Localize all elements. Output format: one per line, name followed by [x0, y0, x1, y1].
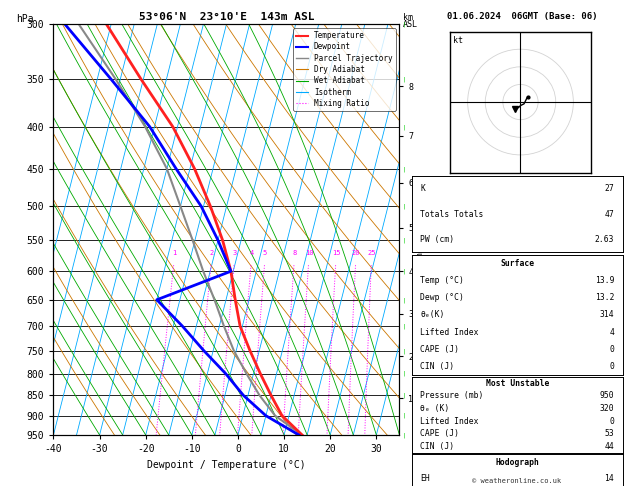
Text: |: |: [403, 297, 406, 302]
Text: 53: 53: [604, 429, 615, 438]
Text: Pressure (mb): Pressure (mb): [420, 391, 484, 400]
Text: © weatheronline.co.uk: © weatheronline.co.uk: [472, 478, 562, 484]
Text: CAPE (J): CAPE (J): [420, 345, 459, 354]
Text: 15: 15: [331, 250, 340, 256]
Text: |: |: [403, 124, 406, 130]
Text: PW (cm): PW (cm): [420, 235, 455, 243]
Text: CIN (J): CIN (J): [420, 362, 455, 371]
Text: |: |: [403, 238, 406, 243]
Text: |: |: [403, 76, 406, 82]
Text: |: |: [403, 432, 406, 438]
Title: 53°06'N  23°10'E  143m ASL: 53°06'N 23°10'E 143m ASL: [138, 12, 314, 22]
Text: 3: 3: [233, 250, 237, 256]
Text: Surface: Surface: [500, 259, 535, 268]
Text: 1: 1: [172, 250, 177, 256]
Text: kt: kt: [453, 36, 463, 45]
Text: |: |: [403, 166, 406, 172]
Text: 27: 27: [604, 185, 615, 193]
Text: km: km: [403, 14, 413, 22]
Text: θₑ (K): θₑ (K): [420, 404, 450, 413]
Text: 47: 47: [604, 209, 615, 219]
Text: 0: 0: [610, 362, 615, 371]
Text: 44: 44: [604, 442, 615, 451]
Text: |: |: [403, 393, 406, 398]
Text: Lifted Index: Lifted Index: [420, 417, 479, 426]
Text: 10: 10: [304, 250, 313, 256]
Y-axis label: Mixing Ratio (g/kg): Mixing Ratio (g/kg): [416, 182, 425, 277]
Text: |: |: [403, 413, 406, 418]
Text: 314: 314: [599, 311, 615, 319]
Text: |: |: [403, 21, 406, 27]
X-axis label: Dewpoint / Temperature (°C): Dewpoint / Temperature (°C): [147, 460, 306, 469]
Text: 01.06.2024  06GMT (Base: 06): 01.06.2024 06GMT (Base: 06): [447, 12, 598, 21]
Text: Most Unstable: Most Unstable: [486, 379, 549, 387]
Text: |: |: [403, 371, 406, 377]
Text: 0: 0: [610, 345, 615, 354]
Text: 320: 320: [599, 404, 615, 413]
Text: LCL: LCL: [424, 434, 438, 444]
Text: Totals Totals: Totals Totals: [420, 209, 484, 219]
Legend: Temperature, Dewpoint, Parcel Trajectory, Dry Adiabat, Wet Adiabat, Isotherm, Mi: Temperature, Dewpoint, Parcel Trajectory…: [293, 28, 396, 111]
Text: 0: 0: [610, 417, 615, 426]
Text: 20: 20: [352, 250, 360, 256]
Text: 14: 14: [604, 474, 615, 483]
Text: K: K: [420, 185, 425, 193]
Text: 2: 2: [209, 250, 214, 256]
Text: |: |: [403, 268, 406, 274]
Text: Temp (°C): Temp (°C): [420, 276, 464, 285]
Text: CIN (J): CIN (J): [420, 442, 455, 451]
Text: |: |: [403, 348, 406, 353]
Text: Lifted Index: Lifted Index: [420, 328, 479, 337]
Text: 13.2: 13.2: [595, 293, 615, 302]
Text: 25: 25: [367, 250, 376, 256]
Text: 4: 4: [610, 328, 615, 337]
Text: |: |: [403, 204, 406, 209]
Text: θₑ(K): θₑ(K): [420, 311, 445, 319]
Text: |: |: [403, 323, 406, 329]
Text: EH: EH: [420, 474, 430, 483]
Text: 5: 5: [263, 250, 267, 256]
Text: ASL: ASL: [403, 20, 418, 29]
Text: hPa: hPa: [16, 14, 33, 24]
Text: 13.9: 13.9: [595, 276, 615, 285]
Text: 2.63: 2.63: [595, 235, 615, 243]
Text: Dewp (°C): Dewp (°C): [420, 293, 464, 302]
Text: CAPE (J): CAPE (J): [420, 429, 459, 438]
Text: 4: 4: [250, 250, 253, 256]
Text: 950: 950: [599, 391, 615, 400]
Text: Hodograph: Hodograph: [496, 458, 539, 467]
Text: 8: 8: [292, 250, 297, 256]
